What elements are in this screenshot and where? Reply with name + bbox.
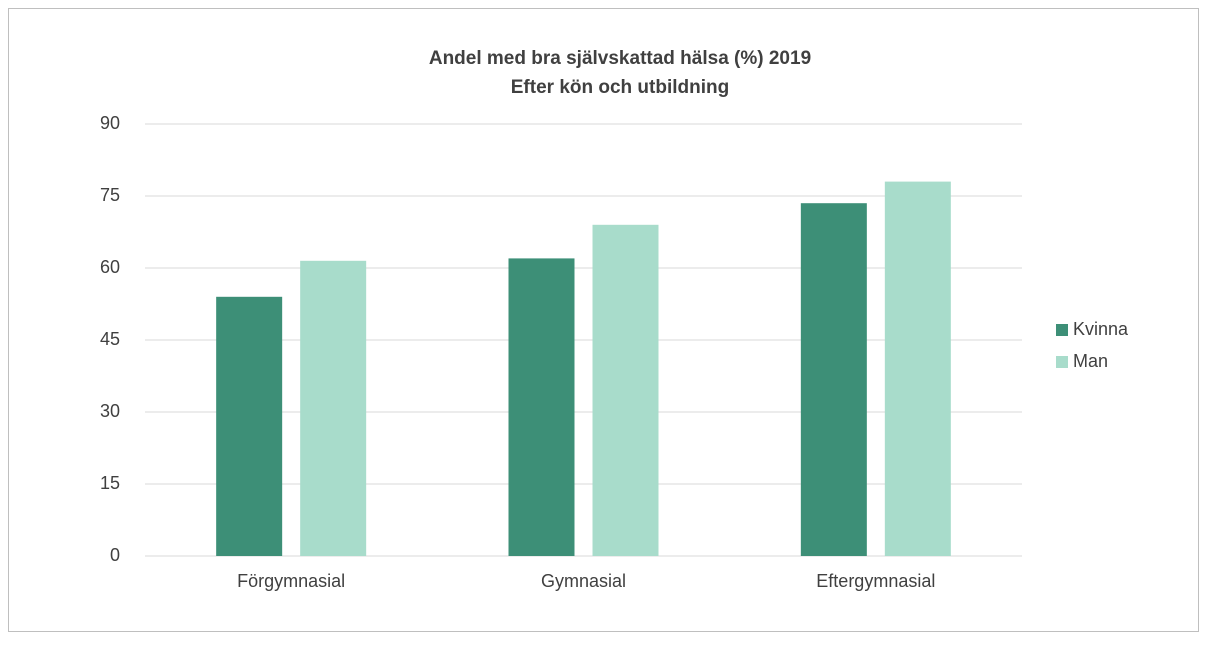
chart-subtitle: Efter kön och utbildning <box>511 77 729 98</box>
legend-label: Kvinna <box>1073 319 1129 339</box>
legend-swatch <box>1056 356 1068 368</box>
y-tick-label: 0 <box>110 545 120 565</box>
bar <box>884 181 951 556</box>
bar <box>508 258 575 556</box>
bar <box>592 224 659 557</box>
y-tick-label: 45 <box>100 329 120 349</box>
y-tick-label: 75 <box>100 185 120 205</box>
y-tick-label: 30 <box>100 401 120 421</box>
y-tick-label: 15 <box>100 473 120 493</box>
bar <box>216 296 283 556</box>
chart-title: Andel med bra självskattad hälsa (%) 201… <box>429 48 811 69</box>
y-tick-label: 90 <box>100 113 120 133</box>
bar <box>300 260 367 556</box>
legend-swatch <box>1056 324 1068 336</box>
bar <box>800 203 867 556</box>
x-tick-label: Gymnasial <box>541 571 626 591</box>
x-tick-label: Eftergymnasial <box>816 571 935 591</box>
legend-label: Man <box>1073 351 1108 371</box>
y-tick-label: 60 <box>100 257 120 277</box>
x-tick-label: Förgymnasial <box>237 571 345 591</box>
